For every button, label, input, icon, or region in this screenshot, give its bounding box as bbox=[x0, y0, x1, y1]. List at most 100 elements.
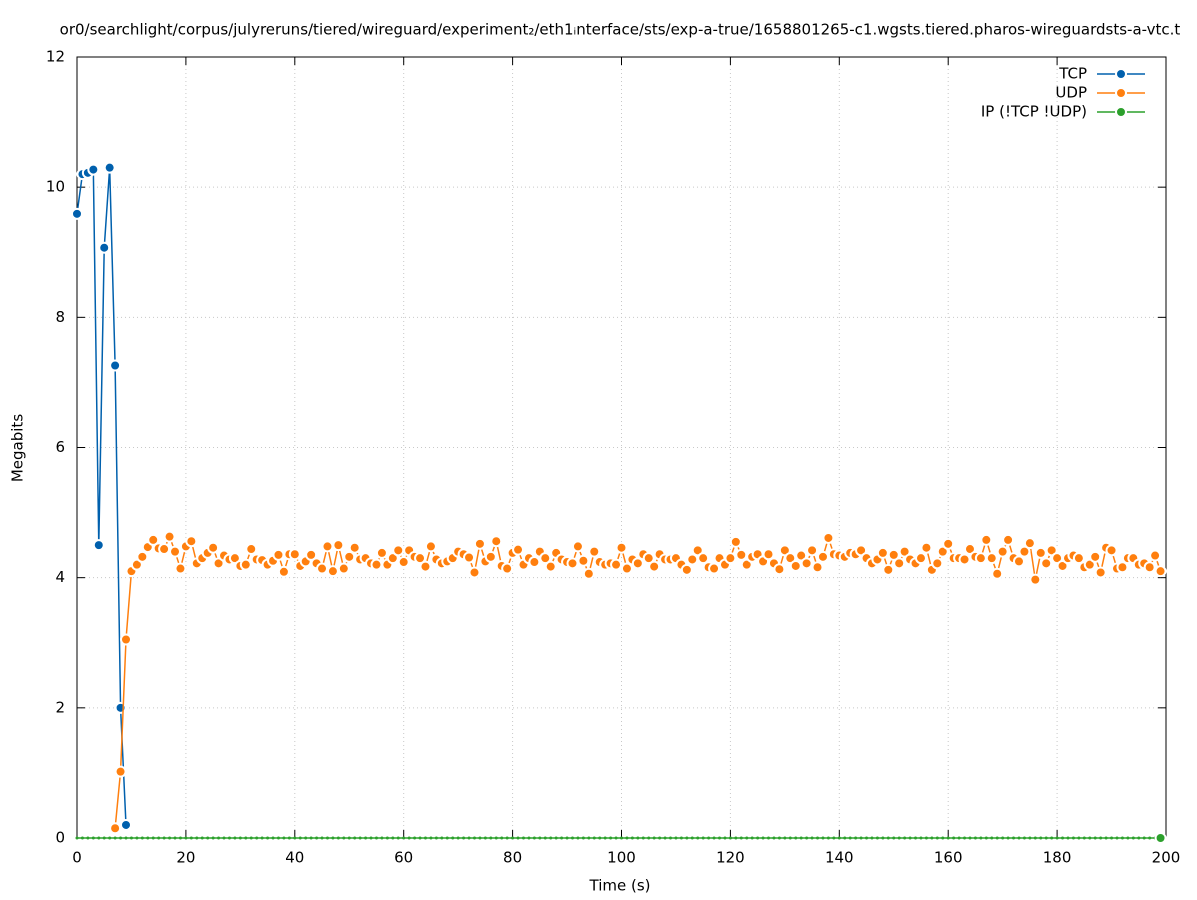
legend-label: IP (!TCP !UDP) bbox=[981, 103, 1087, 121]
data-point bbox=[1066, 836, 1070, 840]
data-point bbox=[919, 836, 923, 840]
data-point bbox=[369, 836, 373, 840]
data-point bbox=[158, 543, 171, 556]
data-point bbox=[881, 836, 885, 840]
data-point bbox=[658, 836, 662, 840]
data-point bbox=[467, 836, 471, 840]
data-point bbox=[255, 836, 259, 840]
data-point bbox=[870, 836, 874, 840]
data-point bbox=[957, 836, 961, 840]
data-point bbox=[374, 836, 378, 840]
data-point bbox=[413, 836, 417, 840]
data-point bbox=[320, 836, 324, 840]
data-point bbox=[582, 567, 595, 580]
data-point bbox=[451, 836, 455, 840]
data-point bbox=[832, 836, 836, 840]
data-point bbox=[735, 548, 748, 561]
data-point bbox=[886, 836, 890, 840]
data-point bbox=[321, 540, 334, 553]
data-point bbox=[958, 553, 971, 566]
data-point bbox=[903, 836, 907, 840]
data-point bbox=[511, 836, 515, 840]
data-point bbox=[521, 836, 525, 840]
data-point bbox=[332, 539, 345, 552]
data-point bbox=[1143, 561, 1156, 574]
data-point bbox=[924, 836, 928, 840]
data-point bbox=[875, 836, 879, 840]
data-point bbox=[233, 836, 237, 840]
data-point bbox=[855, 544, 868, 557]
data-point bbox=[108, 836, 112, 840]
data-point bbox=[614, 836, 618, 840]
data-point bbox=[908, 836, 912, 840]
data-point bbox=[724, 552, 737, 565]
x-axis-label: Time (s) bbox=[589, 877, 651, 895]
data-point bbox=[806, 544, 819, 557]
data-point bbox=[762, 548, 775, 561]
data-point bbox=[811, 561, 824, 574]
data-point bbox=[462, 836, 466, 840]
data-point bbox=[930, 836, 934, 840]
data-point bbox=[789, 559, 802, 572]
data-point bbox=[740, 558, 753, 571]
data-point bbox=[630, 836, 634, 840]
data-point bbox=[663, 836, 667, 840]
data-point bbox=[1040, 557, 1053, 570]
data-point bbox=[1034, 546, 1047, 559]
data-point bbox=[837, 836, 841, 840]
data-point bbox=[544, 560, 557, 573]
data-point bbox=[712, 836, 716, 840]
data-point bbox=[337, 562, 350, 575]
data-point bbox=[805, 836, 809, 840]
data-point bbox=[1077, 836, 1081, 840]
data-point bbox=[920, 541, 933, 554]
data-point bbox=[898, 545, 911, 558]
legend-marker bbox=[1115, 87, 1127, 99]
data-point bbox=[963, 543, 976, 556]
data-point bbox=[882, 563, 895, 576]
data-point bbox=[848, 836, 852, 840]
data-point bbox=[429, 836, 433, 840]
data-point bbox=[1149, 549, 1162, 562]
data-point bbox=[129, 836, 133, 840]
data-point bbox=[178, 836, 182, 840]
data-point bbox=[707, 836, 711, 840]
data-point bbox=[576, 836, 580, 840]
data-point bbox=[990, 836, 994, 840]
data-point bbox=[1018, 545, 1031, 558]
data-point bbox=[169, 545, 182, 558]
data-point bbox=[102, 836, 106, 840]
x-tick-label: 100 bbox=[607, 849, 636, 867]
data-point bbox=[728, 836, 732, 840]
data-point bbox=[609, 836, 613, 840]
y-axis-label: Megabits bbox=[9, 414, 27, 482]
data-point bbox=[991, 567, 1004, 580]
data-point bbox=[249, 836, 253, 840]
data-point bbox=[587, 836, 591, 840]
data-point bbox=[370, 558, 383, 571]
data-point bbox=[174, 562, 187, 575]
data-point bbox=[554, 836, 558, 840]
data-point bbox=[560, 836, 564, 840]
data-point bbox=[288, 548, 301, 561]
data-point bbox=[686, 553, 699, 566]
data-point bbox=[892, 836, 896, 840]
data-point bbox=[539, 552, 552, 565]
data-point bbox=[974, 552, 987, 565]
data-point bbox=[228, 552, 241, 565]
data-point bbox=[505, 836, 509, 840]
data-point bbox=[325, 836, 329, 840]
data-point bbox=[483, 836, 487, 840]
data-point bbox=[347, 836, 351, 840]
data-point bbox=[822, 531, 835, 544]
data-point bbox=[995, 836, 999, 840]
data-point bbox=[674, 836, 678, 840]
data-point bbox=[979, 836, 983, 840]
data-point bbox=[1116, 561, 1129, 574]
data-point bbox=[598, 836, 602, 840]
data-point bbox=[358, 836, 362, 840]
data-point bbox=[718, 836, 722, 840]
data-point bbox=[581, 836, 585, 840]
y-tick-label: 6 bbox=[55, 438, 65, 456]
data-point bbox=[1154, 832, 1167, 844]
